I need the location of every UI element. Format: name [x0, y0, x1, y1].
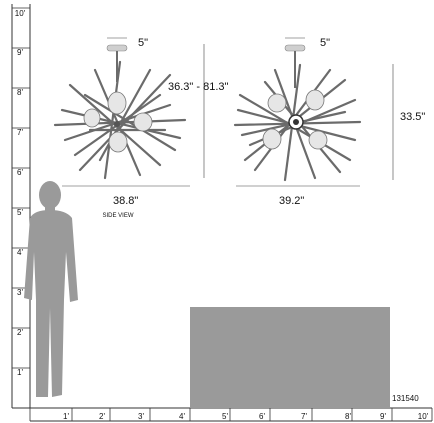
h-label-8: 8' [345, 412, 351, 421]
h-label-5: 5' [222, 412, 228, 421]
h-label-4: 4' [179, 412, 185, 421]
horizontal-ruler: 1' 2' 3' 4' 5' 6' 7' 8' 9' 10' [12, 407, 433, 422]
side-height-range: 36.3" - 81.3" [168, 81, 228, 93]
h-label-6: 6' [259, 412, 265, 421]
side-shades [83, 91, 153, 153]
scale-block [190, 307, 390, 408]
side-hub [114, 121, 120, 127]
front-hub-center [293, 119, 299, 125]
v-label-4: 4' [17, 248, 23, 257]
h-label-9: 9' [380, 412, 386, 421]
front-shades [262, 89, 328, 150]
v-label-5: 5' [17, 208, 23, 217]
human-silhouette [24, 181, 78, 397]
v-label-9: 9' [17, 48, 23, 57]
side-view-caption: SIDE VIEW [102, 213, 133, 219]
h-label-10: 10' [418, 412, 429, 421]
v-label-3: 3' [17, 288, 23, 297]
side-width: 38.8" [113, 195, 138, 207]
v-label-10: 10' [15, 9, 26, 18]
h-label-2: 2' [99, 412, 105, 421]
product-id: 131540 [392, 394, 419, 403]
chandelier-side-view: 5" 36.3" - 81.3" 38.8" SIDE [53, 37, 228, 219]
front-canopy [284, 44, 306, 52]
vertical-ruler: 10' 9' 8' 7' 6' 5' 4' 3' 2' 1' [11, 4, 31, 409]
side-canopy-width: 5" [138, 37, 148, 49]
v-label-2: 2' [17, 328, 23, 337]
h-label-7: 7' [301, 412, 307, 421]
h-label-1: 1' [63, 412, 69, 421]
v-label-6: 6' [17, 168, 23, 177]
front-canopy-width: 5" [320, 37, 330, 49]
h-label-3: 3' [138, 412, 144, 421]
front-height: 33.5" [400, 111, 425, 123]
v-label-1: 1' [17, 368, 23, 377]
side-rods [53, 60, 187, 180]
v-label-7: 7' [17, 128, 23, 137]
front-width: 39.2" [279, 195, 304, 207]
v-label-8: 8' [17, 88, 23, 97]
chandelier-front-view: 5" 33.5" 39.2" [233, 37, 425, 207]
side-canopy [106, 44, 128, 52]
